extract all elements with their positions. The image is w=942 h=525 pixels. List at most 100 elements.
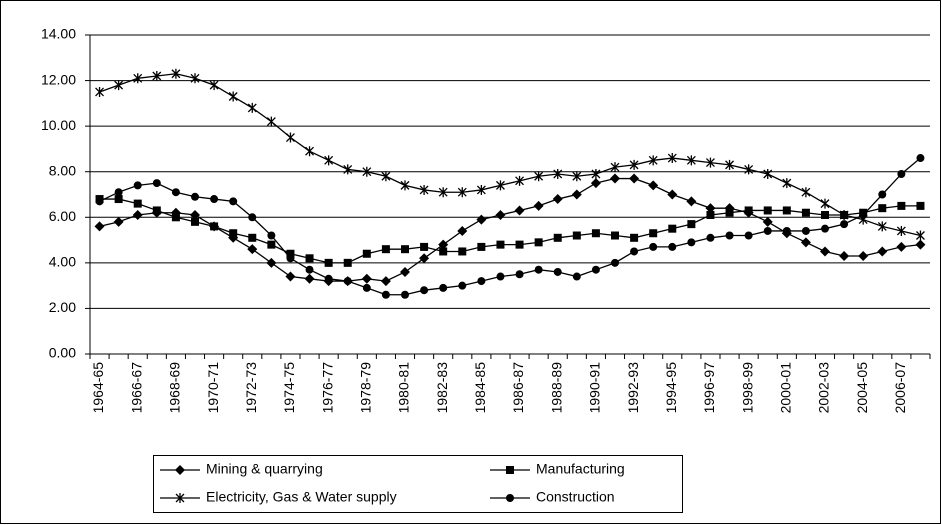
marker xyxy=(305,254,314,263)
marker xyxy=(362,283,371,292)
marker xyxy=(915,230,925,241)
legend-label: Mining & quarrying xyxy=(206,461,323,477)
marker xyxy=(228,91,238,102)
marker xyxy=(686,196,697,207)
marker xyxy=(401,245,409,254)
marker xyxy=(420,286,429,295)
marker xyxy=(229,229,238,238)
marker xyxy=(439,247,448,256)
x-tick-label: 2006-07 xyxy=(892,362,908,414)
x-tick-label: 1972-73 xyxy=(243,362,259,414)
marker xyxy=(210,222,219,231)
marker xyxy=(324,155,334,166)
marker xyxy=(916,154,925,163)
marker xyxy=(571,189,582,200)
marker xyxy=(629,173,640,184)
marker xyxy=(457,225,468,236)
x-tick-label: 1980-81 xyxy=(396,362,412,414)
marker xyxy=(152,206,161,215)
marker xyxy=(267,240,276,249)
marker xyxy=(210,195,219,204)
marker xyxy=(286,254,295,263)
marker xyxy=(113,216,124,227)
marker xyxy=(305,146,315,157)
marker xyxy=(801,187,811,198)
marker xyxy=(611,258,619,267)
y-tick-label: 4.00 xyxy=(49,254,76,270)
marker xyxy=(553,267,562,276)
marker xyxy=(266,257,277,268)
marker xyxy=(801,226,810,235)
y-tick-label: 2.00 xyxy=(49,299,76,315)
legend-box xyxy=(153,455,683,513)
marker xyxy=(400,266,410,277)
marker xyxy=(133,181,142,190)
marker xyxy=(94,221,105,232)
marker xyxy=(840,220,849,229)
marker xyxy=(534,171,544,182)
marker xyxy=(915,239,926,250)
marker xyxy=(95,86,105,97)
x-tick-label: 1998-99 xyxy=(739,362,755,414)
marker xyxy=(630,233,639,242)
x-tick-label: 1996-97 xyxy=(701,362,717,414)
marker xyxy=(897,201,906,210)
marker xyxy=(95,197,104,206)
marker xyxy=(305,265,314,274)
marker xyxy=(324,274,333,283)
marker xyxy=(821,224,829,233)
x-tick-label: 1970-71 xyxy=(205,362,221,414)
marker xyxy=(506,494,514,502)
x-tick-label: 2002-03 xyxy=(816,362,832,414)
marker xyxy=(630,247,639,256)
marker xyxy=(247,102,257,113)
x-tick-label: 1986-87 xyxy=(510,362,526,414)
marker xyxy=(438,239,449,250)
marker xyxy=(725,208,734,217)
y-tick-label: 12.00 xyxy=(41,71,76,87)
marker xyxy=(629,159,639,170)
marker xyxy=(782,206,791,215)
marker xyxy=(343,164,353,175)
marker xyxy=(132,210,143,221)
marker xyxy=(477,242,486,251)
marker xyxy=(304,273,315,284)
marker xyxy=(175,465,185,475)
marker xyxy=(209,80,219,91)
x-tick-label: 1984-85 xyxy=(472,362,488,414)
marker xyxy=(553,233,562,242)
marker xyxy=(514,205,525,216)
marker xyxy=(667,189,678,200)
legend-label: Electricity, Gas & Water supply xyxy=(206,489,397,505)
y-tick-label: 0.00 xyxy=(49,345,76,361)
marker xyxy=(590,178,601,189)
marker xyxy=(896,241,907,252)
marker xyxy=(896,225,906,236)
marker xyxy=(362,166,372,177)
marker xyxy=(133,73,143,84)
marker xyxy=(552,194,563,205)
marker xyxy=(343,277,352,286)
marker xyxy=(610,162,620,173)
marker xyxy=(686,155,696,166)
marker xyxy=(591,265,600,274)
marker xyxy=(361,273,372,284)
marker xyxy=(725,231,734,240)
marker xyxy=(191,192,199,201)
x-tick-label: 1976-77 xyxy=(319,362,335,414)
marker xyxy=(515,270,524,279)
marker xyxy=(133,199,142,208)
series-line xyxy=(99,73,921,237)
marker xyxy=(668,224,677,233)
marker xyxy=(229,197,238,206)
marker xyxy=(611,231,619,240)
marker xyxy=(381,290,390,299)
marker xyxy=(362,249,371,258)
x-tick-label: 1974-75 xyxy=(281,362,297,414)
marker xyxy=(553,168,563,179)
marker xyxy=(877,221,887,232)
marker xyxy=(668,242,677,251)
marker xyxy=(171,188,180,197)
